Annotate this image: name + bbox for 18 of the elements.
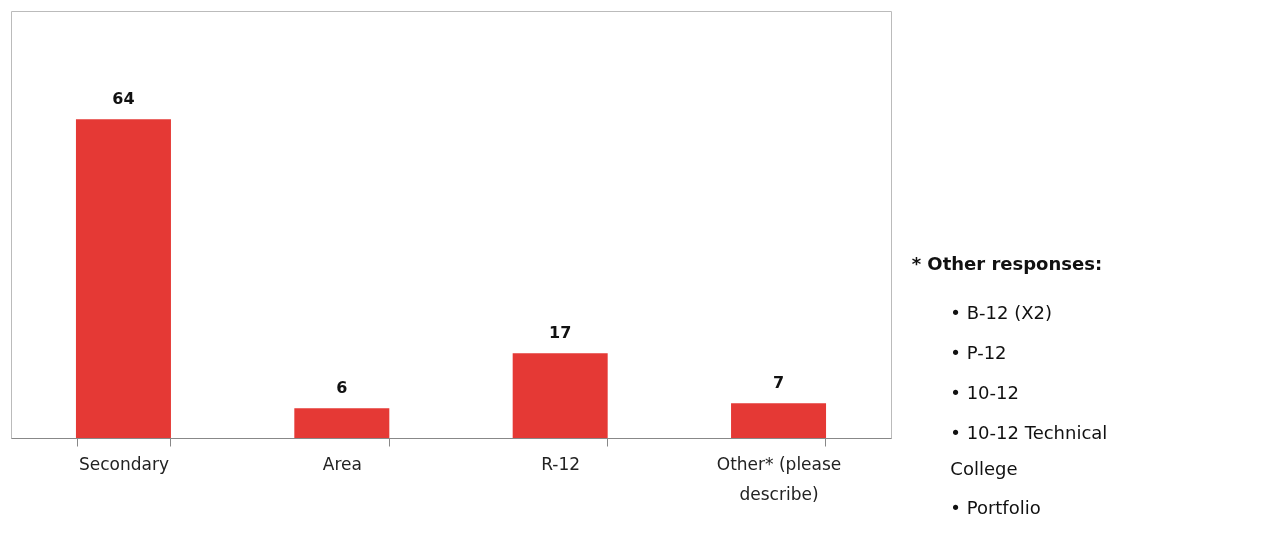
text: • B-12 (X2) xyxy=(950,301,1052,323)
x-tick-label: Other* (please describe) xyxy=(716,453,842,504)
data-label: 64 xyxy=(112,89,135,109)
text: • P-12 xyxy=(950,341,1007,363)
text: * Other responses: xyxy=(911,253,1103,275)
bar xyxy=(512,353,608,438)
text: • 10-12 Technical College xyxy=(950,421,1108,479)
x-tick-label: Secondary xyxy=(78,453,169,474)
data-label: 17 xyxy=(549,323,572,343)
text: • 10-12 xyxy=(950,381,1019,403)
bar xyxy=(731,403,827,438)
bar xyxy=(294,408,390,438)
data-label: 6 xyxy=(336,378,348,398)
text: • Portfolio xyxy=(950,496,1041,518)
data-label: 7 xyxy=(772,373,785,393)
x-tick-label: Area xyxy=(322,453,362,474)
bar xyxy=(75,119,171,438)
x-tick-label: R-12 xyxy=(541,453,581,474)
